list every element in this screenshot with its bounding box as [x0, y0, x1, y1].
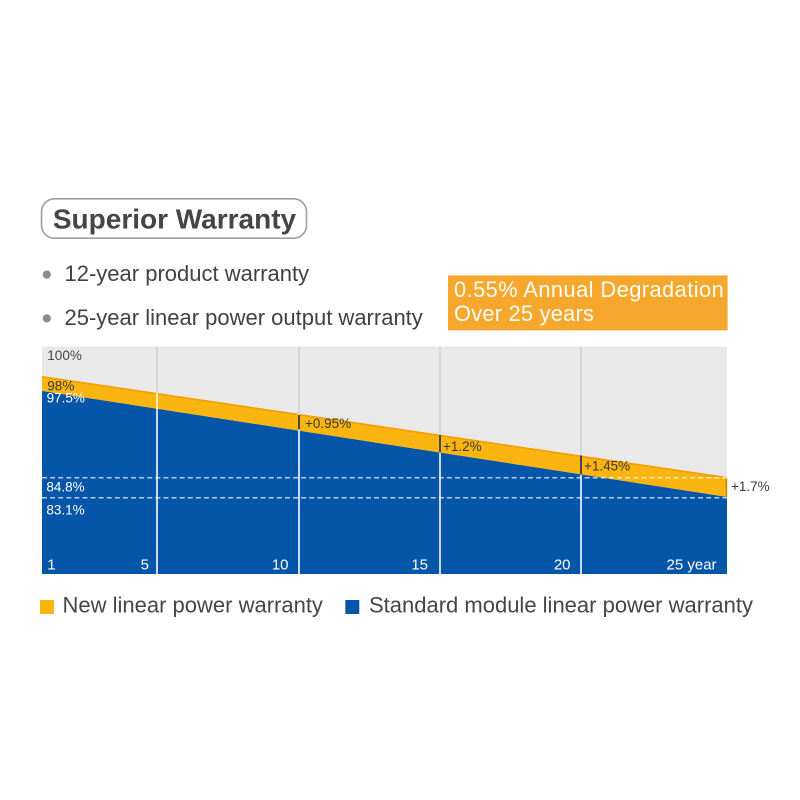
svg-text:0.55% Annual Degradation: 0.55% Annual Degradation [454, 277, 724, 302]
svg-text:25 year: 25 year [667, 557, 717, 574]
svg-text:+0.95%: +0.95% [305, 416, 351, 431]
svg-text:New linear power warranty: New linear power warranty [63, 593, 323, 618]
svg-text:Standard module linear power w: Standard module linear power warranty [369, 593, 753, 618]
svg-text:100%: 100% [47, 348, 82, 363]
svg-text:+1.45%: +1.45% [584, 459, 630, 474]
svg-text:20: 20 [554, 557, 571, 574]
svg-text:98%: 98% [47, 379, 74, 394]
svg-text:83.1%: 83.1% [46, 503, 84, 518]
svg-text:25-year linear power output wa: 25-year linear power output warranty [65, 305, 423, 330]
svg-text:+1.7%: +1.7% [731, 479, 770, 494]
svg-text:+1.2%: +1.2% [443, 439, 482, 454]
svg-text:84.8%: 84.8% [46, 479, 84, 494]
svg-text:1: 1 [47, 557, 55, 574]
svg-text:12-year product warranty: 12-year product warranty [65, 261, 310, 286]
svg-text:97.5%: 97.5% [47, 391, 85, 406]
svg-text:Superior Warranty: Superior Warranty [53, 204, 297, 235]
svg-text:15: 15 [411, 557, 428, 574]
svg-text:5: 5 [141, 557, 149, 574]
svg-text:10: 10 [272, 557, 289, 574]
svg-text:Over 25 years: Over 25 years [454, 301, 594, 326]
